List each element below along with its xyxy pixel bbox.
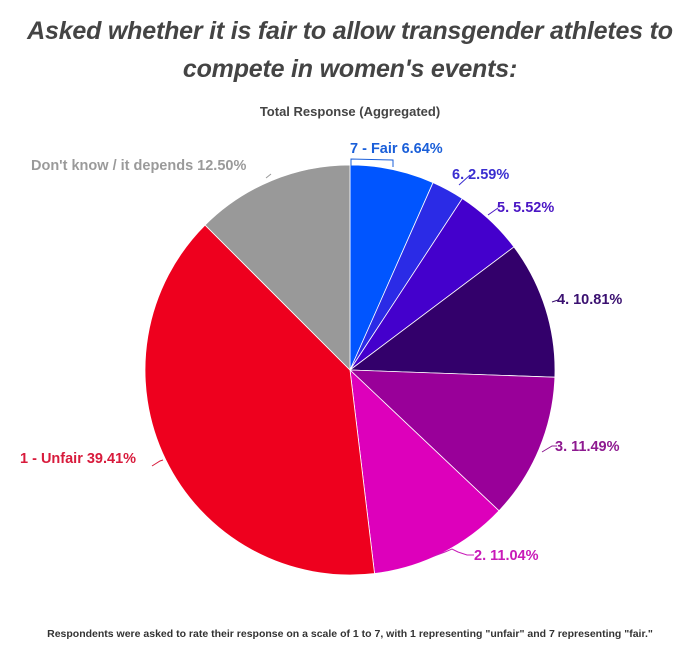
leader-line — [265, 173, 272, 179]
chart-title-line2: compete in women's events: — [182, 55, 518, 83]
slice-label: 2. 11.04% — [474, 548, 539, 564]
leader-line — [151, 459, 164, 467]
leader-line — [551, 299, 559, 303]
slice-label: 1 - Unfair 39.41% — [20, 451, 137, 467]
slice-label: 7 - Fair 6.64% — [350, 141, 443, 157]
slice-label: Don't know / it depends 12.50% — [31, 158, 247, 174]
leader-line — [487, 207, 499, 216]
slice-label: 6. 2.59% — [452, 167, 510, 183]
slice-label: 5. 5.52% — [497, 200, 555, 216]
slice-label: 3. 11.49% — [555, 439, 620, 455]
pie-slice — [204, 164, 351, 371]
footnote: Respondents were asked to rate their res… — [47, 628, 653, 640]
leader-line — [433, 548, 474, 557]
chart-title-line1: Asked whether it is fair to allow transg… — [27, 17, 673, 45]
slice-label: 4. 10.81% — [557, 292, 623, 308]
leader-line — [458, 174, 471, 186]
chart-subtitle: Total Response (Aggregated) — [259, 104, 441, 119]
pie-slice — [348, 246, 556, 378]
leader-line — [541, 445, 557, 453]
leader-line — [350, 158, 394, 167]
chart-title: Asked whether it is fair to allow transg… — [0, 12, 700, 88]
pie-slice — [144, 224, 375, 576]
pie-slice — [348, 369, 556, 512]
